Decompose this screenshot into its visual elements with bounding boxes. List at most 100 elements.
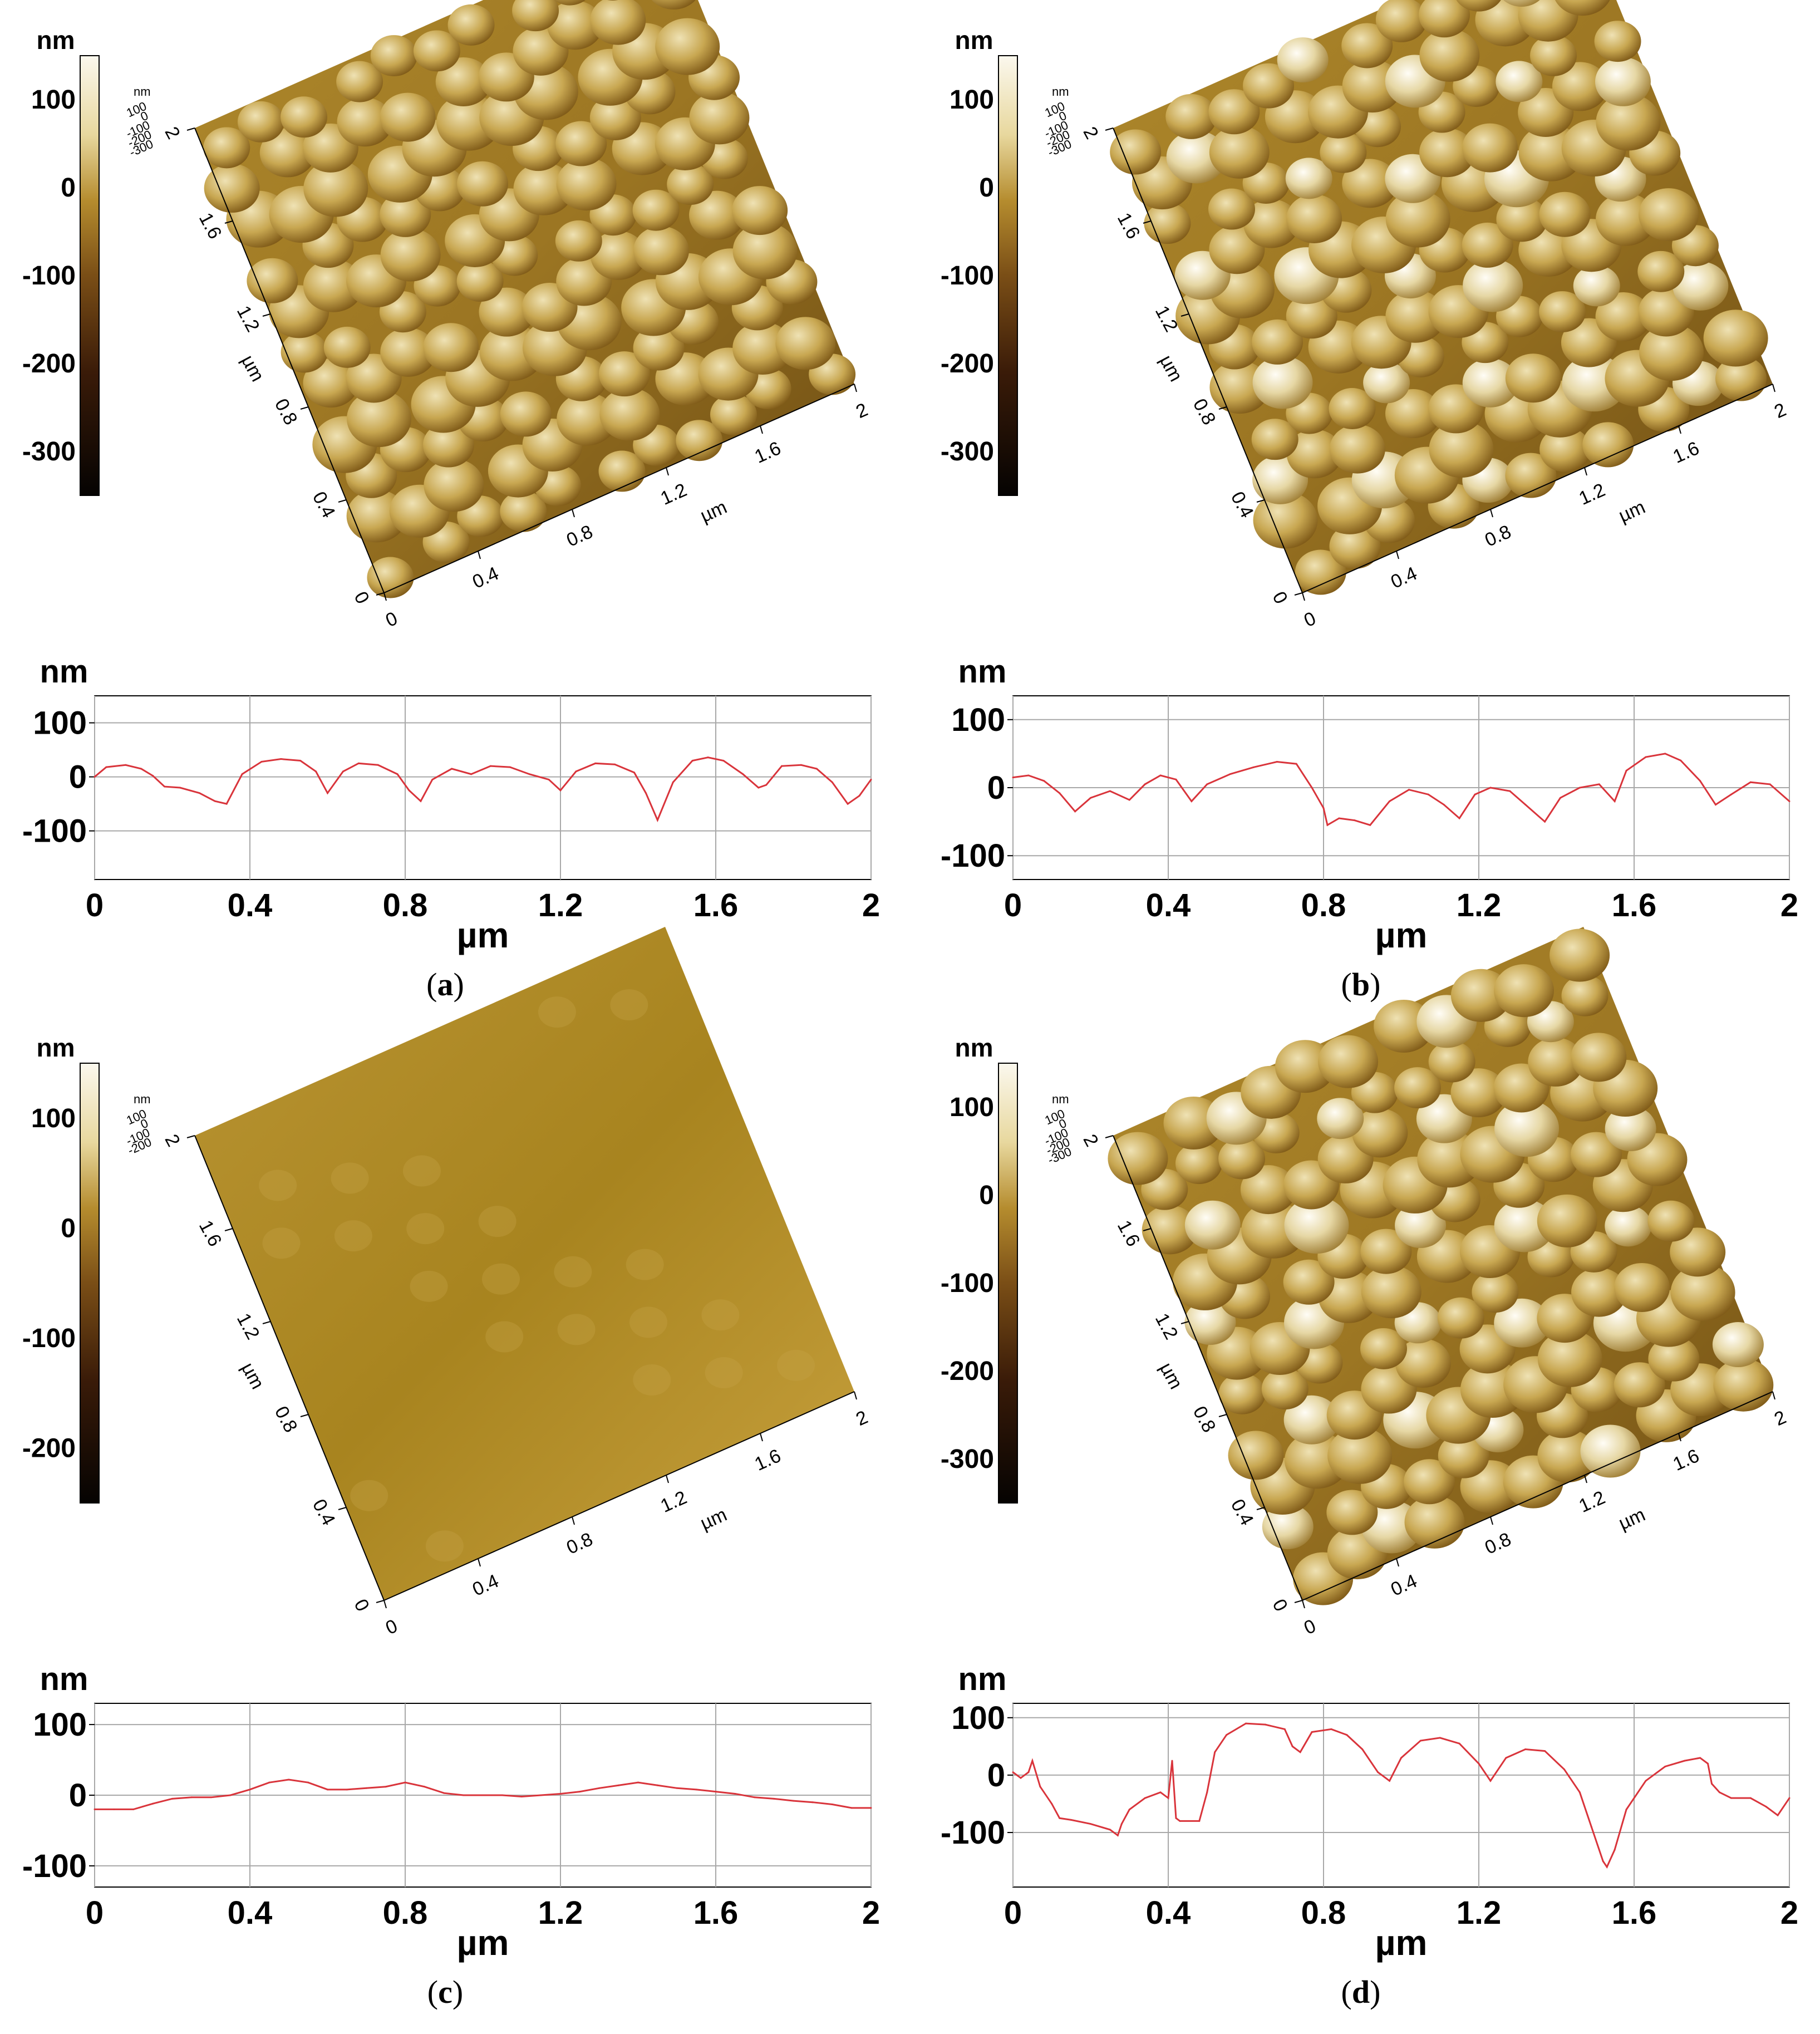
profile-data-point (365, 1787, 367, 1789)
profile-data-point (132, 1808, 135, 1810)
profile-data-point (342, 770, 344, 773)
surface-grain (555, 220, 602, 262)
profile-data-point (241, 773, 243, 775)
profile-data-point (152, 1802, 154, 1805)
profile-data-point (315, 770, 317, 773)
surface-bump (402, 1155, 441, 1187)
surface-grain (598, 351, 650, 397)
profile-data-point (1299, 1751, 1301, 1753)
surface-grain (370, 35, 417, 77)
profile-data-point (757, 787, 760, 789)
surface-x-tick (760, 425, 763, 434)
surface-grain (732, 186, 788, 235)
colorbar-gradient (80, 1063, 100, 1504)
surface-grain (1605, 1106, 1656, 1152)
afm-panel-a: nm 100 0 -100 -200 -300 0 0.4 0.8 1.2 1.6 2 µm 0 0.4… (0, 0, 910, 1003)
surface-grain (1352, 1108, 1408, 1158)
surface-grain (689, 190, 745, 240)
surface-grain (1505, 353, 1561, 403)
profile-data-point (1389, 800, 1391, 802)
surface-x-tick (1772, 384, 1775, 392)
profile-data-point (1012, 777, 1014, 779)
colorbar-tick-label: -100 (941, 1269, 994, 1298)
surface-grain (1438, 1433, 1489, 1478)
profile-data-point (1051, 1802, 1053, 1805)
surface-x-tick-label: 0.8 (563, 521, 596, 551)
surface-x-tick (1584, 467, 1587, 476)
surface-y-tick (300, 1414, 309, 1417)
surface-grain (1673, 261, 1729, 311)
height-colorbar: nm 100 0 -100 -200 -300 (941, 1033, 1018, 1504)
profile-grid (1007, 695, 1790, 880)
surface-bump (633, 1364, 671, 1396)
surface-x-tick-label: 2 (1771, 399, 1789, 422)
surface-bump (331, 1162, 369, 1194)
surface-grain (633, 226, 689, 276)
surface-grain (1252, 356, 1313, 409)
profile-data-point (327, 1789, 328, 1791)
surface-bump (481, 1263, 520, 1295)
surface-bump (425, 1530, 464, 1562)
profile-data-point (1322, 807, 1325, 809)
profile-data-point (1714, 804, 1716, 806)
profile-data-point (754, 1796, 756, 1799)
surface-y-tick (186, 1135, 195, 1138)
profile-data-point (1509, 790, 1511, 792)
profile-data-point (1027, 774, 1030, 777)
surface-x-tick-label: 0.8 (563, 1529, 596, 1559)
surface-grain (1530, 35, 1577, 76)
afm-3d-surface: 00.40.81.21.62µm00.40.81.21.62µmnm1000-1… (1042, 0, 1789, 631)
surface-grain (1670, 1264, 1735, 1321)
profile-data-point (346, 1789, 348, 1791)
colorbar-tick-label: 0 (61, 173, 76, 203)
profile-data-point (190, 1796, 193, 1799)
profile-data-point (559, 1792, 562, 1795)
profile-data-point (1074, 810, 1076, 813)
surface-grain (1670, 1227, 1726, 1277)
surface-y-tick-label: 2 (1079, 124, 1102, 143)
surface-grain (632, 189, 680, 231)
surface-y-tick-label: 0 (1268, 1596, 1291, 1615)
surface-x-tick (383, 1600, 387, 1609)
colorbar-tick-label: -200 (941, 1357, 994, 1386)
surface-y-tick-label: 2 (160, 1131, 184, 1151)
surface-grain (732, 222, 798, 279)
surface-y-unit: µm (1155, 1359, 1187, 1393)
profile-data-point (214, 800, 216, 802)
surface-y-tick-label: 0.4 (1227, 1496, 1258, 1529)
profile-data-point (1443, 804, 1445, 806)
profile-data-point (831, 781, 833, 783)
surface-y-tick (1294, 1600, 1303, 1603)
surface-grain (1385, 389, 1441, 439)
profile-data-point (1458, 817, 1460, 819)
surface-y-tick-label: 1.2 (233, 302, 264, 336)
profile-data-point (1109, 1829, 1111, 1831)
profile-data-point (1330, 1728, 1332, 1730)
surface-x-axis (1302, 384, 1773, 593)
profile-data-point (1043, 780, 1045, 782)
surface-bump (554, 1256, 592, 1288)
profile-data-point (1458, 1742, 1460, 1745)
surface-grain (336, 61, 383, 102)
surface-grain (1110, 129, 1162, 175)
surface-z-unit: nm (134, 85, 151, 99)
panel-graphics: nm 100 0 -100 -200 -300 0 0.4 0.8 1.2 1.6 2 µm 0 0.4… (941, 927, 1798, 1963)
surface-grain (1555, 0, 1610, 16)
surface-bump (485, 1321, 524, 1353)
surface-bump (610, 989, 648, 1021)
surface-grain (380, 191, 431, 237)
profile-data-point (594, 762, 597, 764)
profile-data-point (1684, 1760, 1686, 1762)
height-colorbar: nm 100 0 -100 -200 -300 (941, 26, 1018, 496)
surface-grain (555, 121, 607, 166)
surface-y-tick (224, 1228, 233, 1231)
surface-grain (1327, 1427, 1393, 1484)
profile-data-point (707, 756, 709, 759)
profile-data-point (1765, 1806, 1767, 1808)
surface-grain (1639, 188, 1699, 242)
profile-data-point (1400, 1757, 1402, 1759)
surface-y-tick-label: 2 (160, 124, 184, 143)
surface-grain (1285, 158, 1332, 199)
profile-data-point (260, 760, 263, 763)
profile-data-point (1059, 792, 1061, 794)
